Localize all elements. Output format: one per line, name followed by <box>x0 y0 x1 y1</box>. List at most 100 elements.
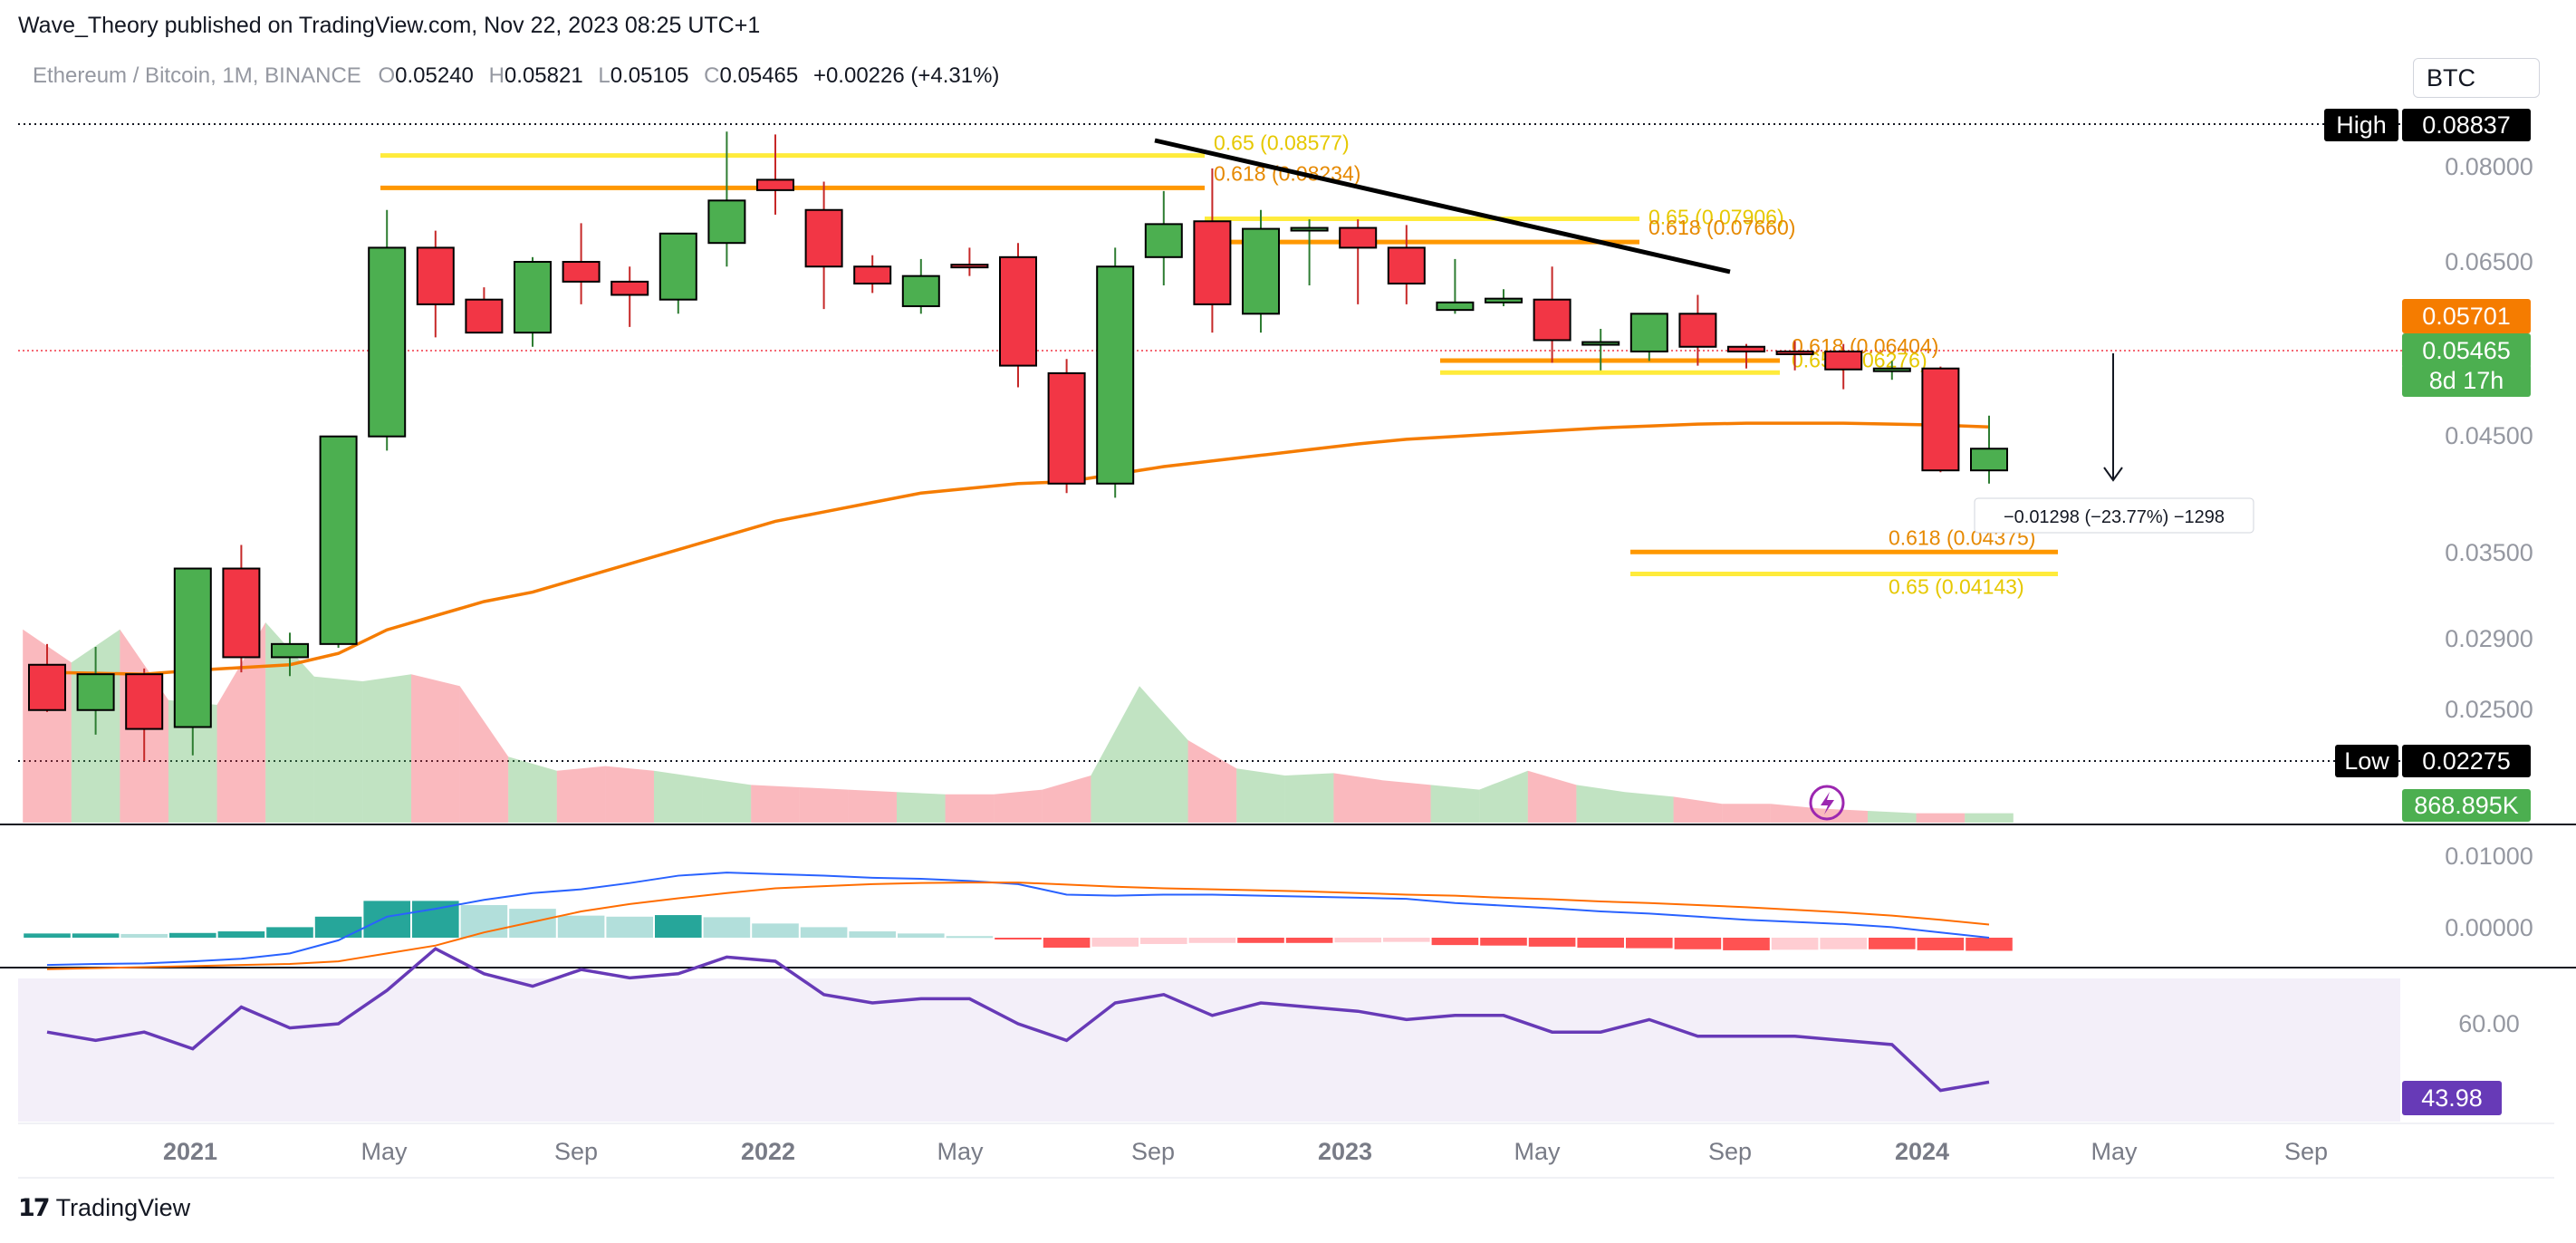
rsi-band <box>18 978 2400 1122</box>
close-label: C <box>704 63 720 88</box>
volume-area <box>1479 770 1528 823</box>
low-tag-value-bg <box>2402 745 2531 777</box>
candle-body <box>1144 223 1183 258</box>
macd-hist-bar <box>606 916 653 938</box>
open-label: O <box>378 63 396 88</box>
macd-axis-label: 0.00000 <box>2445 914 2533 941</box>
candle-body <box>173 567 212 728</box>
measure-box <box>1974 497 2254 534</box>
macd-hist-bar <box>1188 938 1236 943</box>
close-value: 0.05465 <box>719 63 799 88</box>
candle-body <box>1533 298 1572 342</box>
macd-hist-bar <box>1285 938 1333 943</box>
high-label: H <box>488 63 505 88</box>
macd-hist-bar <box>1674 938 1722 949</box>
candle-body <box>368 246 407 438</box>
macd-hist-bar <box>995 938 1042 939</box>
macd-hist-bar <box>849 931 896 938</box>
macd-hist-bar <box>1480 938 1527 946</box>
candle-body <box>125 673 164 730</box>
macd-line <box>46 872 1990 967</box>
volume-area <box>1868 811 1917 823</box>
volume-area <box>1965 813 2014 823</box>
candle-body <box>1242 227 1280 315</box>
volume-area <box>1284 773 1334 823</box>
high-tag-value: 0.08837 <box>2422 111 2511 139</box>
macd-hist-bar <box>120 933 168 938</box>
candle-body <box>76 673 115 711</box>
x-axis-label: May <box>937 1138 984 1165</box>
fib-level-label: 0.65 (0.08577) <box>1214 131 1350 155</box>
high-tag-label-bg <box>2324 109 2398 141</box>
candle-body <box>1872 367 1911 372</box>
ema-line <box>46 421 1990 676</box>
x-axis-label: 2021 <box>163 1138 217 1165</box>
volume-area <box>1625 792 1674 823</box>
macd-hist-bar <box>363 901 410 938</box>
candle-body <box>999 255 1037 367</box>
candle-body <box>1824 350 1863 371</box>
rsi-tag-bg <box>2402 1081 2502 1115</box>
volume-area <box>1139 686 1188 823</box>
macd-hist-bar <box>1043 938 1091 949</box>
x-axis-label: May <box>1514 1138 1561 1165</box>
fib-level-label: 0.618 (0.07660) <box>1648 216 1795 239</box>
low-value: 0.05105 <box>610 63 689 88</box>
macd-hist-bar <box>169 932 216 938</box>
x-axis-label: Sep <box>1131 1138 1175 1165</box>
macd-hist-bar <box>1237 938 1284 943</box>
candle-body <box>416 246 455 305</box>
macd-hist-bar <box>1431 938 1479 946</box>
macd-hist-bar <box>72 933 120 938</box>
low-label: L <box>598 63 610 88</box>
macd-hist-bar <box>24 933 71 938</box>
macd-hist-bar <box>314 916 362 938</box>
macd-hist-bar <box>1966 938 2013 951</box>
candle-body <box>1921 367 1960 472</box>
candle-body <box>562 261 601 283</box>
fib-level-label: 0.618 (0.06404) <box>1792 334 1938 358</box>
high-value: 0.05821 <box>504 63 583 88</box>
candle-body <box>658 232 697 301</box>
y-axis-label: 0.06500 <box>2445 248 2533 275</box>
currency-selector[interactable]: BTC <box>2413 58 2540 98</box>
macd-hist-bar <box>509 909 556 938</box>
volume-area <box>313 676 363 823</box>
volume-area <box>1187 740 1237 823</box>
candle-body <box>1485 297 1523 304</box>
candle-body <box>804 208 843 268</box>
x-axis-label: 2023 <box>1318 1138 1372 1165</box>
volume-area <box>1916 813 1966 823</box>
candle-body <box>1678 313 1717 348</box>
low-tag-value: 0.02275 <box>2422 747 2511 775</box>
y-axis-label: 0.02900 <box>2445 625 2533 652</box>
rsi-axis-label: 60.00 <box>2458 1010 2520 1037</box>
macd-hist-bar <box>703 917 751 938</box>
volume-area <box>265 622 314 823</box>
y-axis-label: 0.08000 <box>2445 153 2533 180</box>
symbol-legend: Ethereum / Bitcoin, 1M, BINANCE O0.05240… <box>33 63 999 89</box>
candle-body <box>465 298 504 334</box>
volume-area <box>1576 785 1625 823</box>
volume-area <box>216 622 266 823</box>
candle-body <box>901 275 940 307</box>
low-tag-label: Low <box>2344 747 2389 775</box>
trendline <box>1154 138 1731 275</box>
x-axis-label: Sep <box>1708 1138 1752 1165</box>
x-axis-label: 2024 <box>1895 1138 1949 1165</box>
volume-area <box>994 789 1043 823</box>
symbol-name[interactable]: Ethereum / Bitcoin, 1M, BINANCE <box>33 63 361 88</box>
low-tag-label-bg <box>2335 745 2398 777</box>
ema-tag: 0.05701 <box>2422 303 2511 330</box>
volume-area <box>848 789 897 823</box>
macd-axis-label: 0.01000 <box>2445 843 2533 870</box>
last-price-tag-bg <box>2402 333 2531 368</box>
candle-body <box>707 199 746 245</box>
x-axis-label: Sep <box>2284 1138 2328 1165</box>
volume-area <box>702 777 752 823</box>
macd-hist-bar <box>752 923 799 938</box>
y-axis-label: 0.03500 <box>2445 539 2533 566</box>
macd-hist-bar <box>898 933 945 938</box>
